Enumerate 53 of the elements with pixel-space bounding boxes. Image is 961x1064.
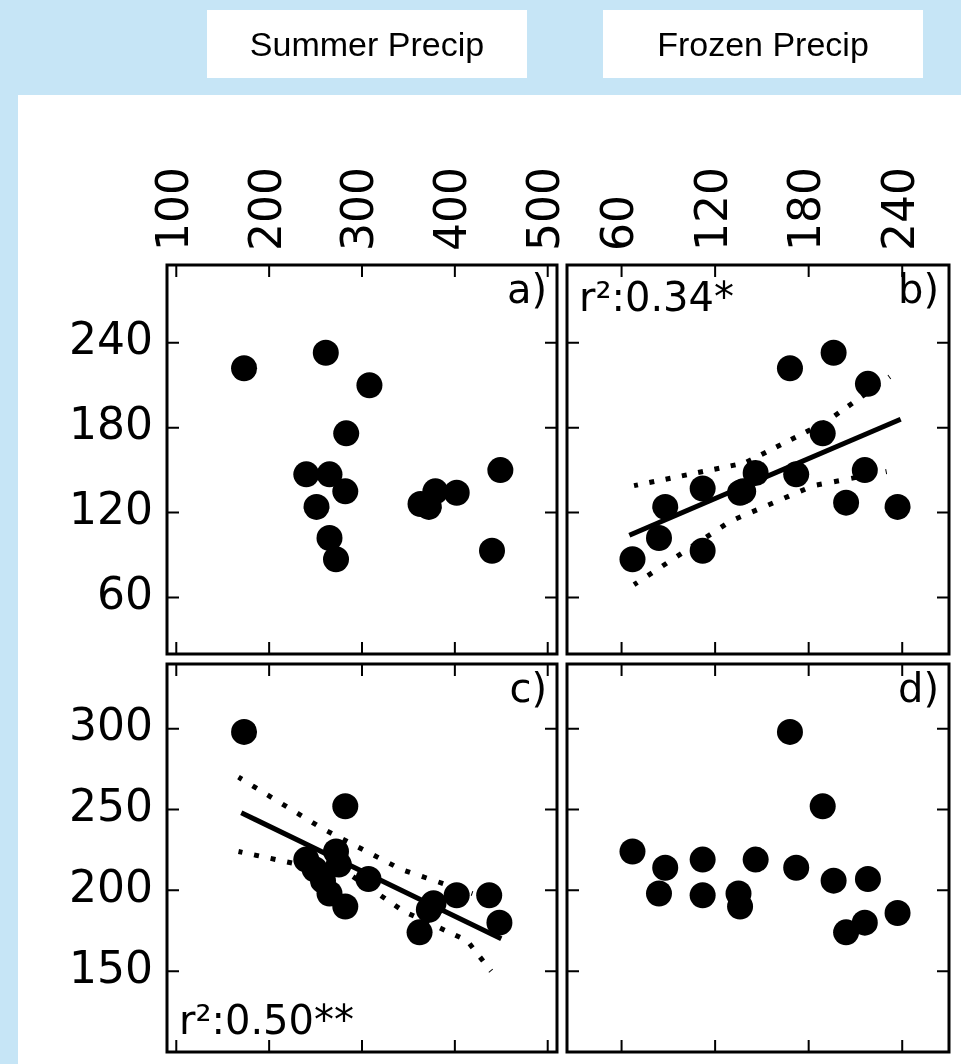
point [884,493,911,520]
point [689,537,716,564]
point [851,909,878,936]
point [652,854,679,881]
point [742,459,769,486]
annotation: c) [509,665,547,712]
y-tick-label: 60 [97,567,153,619]
y-tick-label: 180 [69,398,153,450]
annotation: a) [506,266,547,313]
y-tick-label: 250 [69,779,153,831]
point [854,370,881,397]
point [645,880,672,907]
point [783,461,810,488]
point [833,919,860,946]
annotation: r²:0.34* [579,274,735,321]
annotation: d) [898,665,939,712]
x-tick-label: 240 [872,167,924,251]
chart-title: Frozen Precip [603,10,923,78]
x-tick-label: 500 [518,167,570,251]
point [809,420,836,447]
y-tick-label: 150 [69,941,153,993]
point [619,546,646,573]
point [645,525,672,552]
point [820,339,847,366]
x-tick-label: 60 [592,195,644,251]
point [776,718,803,745]
point [689,882,716,909]
point [809,793,836,820]
x-tick-label: 120 [685,167,737,251]
annotation: r²:0.50** [179,997,355,1044]
point [833,489,860,516]
chart-title: Summer Precip [207,10,527,78]
x-tick-label: 100 [146,167,198,251]
annotation: b) [898,266,939,313]
x-tick-label: 180 [779,167,831,251]
point [776,355,803,382]
x-tick-label: 300 [332,167,384,251]
y-tick-label: 200 [69,860,153,912]
point [689,475,716,502]
point [619,838,646,865]
point [783,854,810,881]
point [652,493,679,520]
x-tick-label: 200 [239,167,291,251]
point [689,846,716,873]
point [742,846,769,873]
x-tick-label: 400 [425,167,477,251]
y-tick-label: 240 [69,313,153,365]
point [820,867,847,894]
point [884,899,911,926]
point [851,457,878,484]
point [854,866,881,893]
y-tick-label: 300 [69,699,153,751]
y-tick-label: 120 [69,482,153,534]
